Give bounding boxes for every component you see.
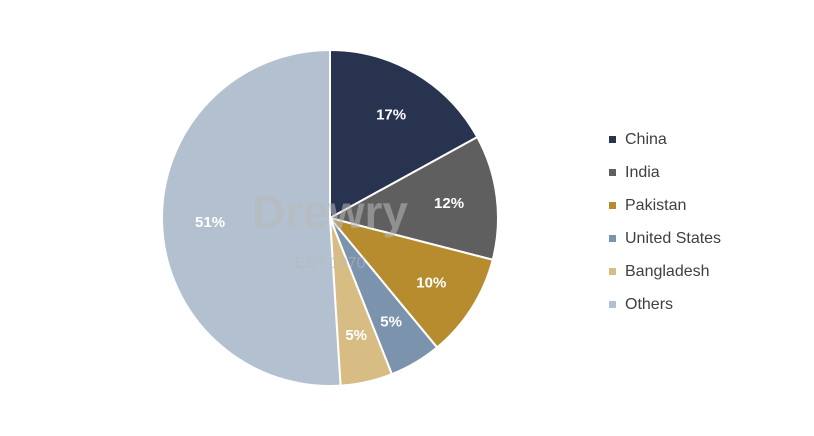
pie-slice-pakistan: [327, 216, 494, 349]
slice-label-others: 51%: [195, 214, 225, 231]
slice-label-india: 12%: [434, 195, 464, 212]
pie-slice-china: [329, 48, 479, 220]
legend-swatch: [609, 202, 616, 209]
legend-label: China: [625, 130, 667, 148]
legend: China India Pakistan United States Banglades…: [609, 123, 721, 321]
legend-item-india: India: [609, 156, 721, 189]
legend-item-bangladesh: Bangladesh: [609, 255, 721, 288]
legend-label: Pakistan: [625, 196, 687, 214]
slice-label-china: 17%: [376, 107, 406, 124]
slice-label-united-states: 5%: [380, 313, 402, 330]
legend-swatch: [609, 301, 616, 308]
legend-label: Others: [625, 295, 674, 313]
legend-item-china: China: [609, 123, 721, 156]
slice-label-bangladesh: 5%: [345, 327, 367, 344]
watermark-logo: Drewry EST 1970: [252, 186, 408, 272]
legend-label: United States: [625, 229, 722, 247]
legend-item-pakistan: Pakistan: [609, 189, 721, 222]
slice-labels: 17% 12% 10% 5% 5% 51%: [195, 107, 464, 344]
legend-item-united-states: United States: [609, 222, 721, 255]
legend-swatch: [609, 268, 616, 275]
legend-swatch: [609, 235, 616, 242]
pie-slice-others: [161, 48, 342, 387]
legend-swatch: [609, 169, 616, 176]
watermark-tagline: EST 1970: [295, 255, 366, 272]
watermark-brand: Drewry: [252, 186, 408, 238]
legend-item-others: Others: [609, 288, 721, 321]
legend-label: Bangladesh: [625, 262, 710, 280]
legend-swatch: [609, 136, 616, 143]
legend-label: India: [625, 163, 660, 181]
pie-slice-india: [327, 135, 499, 261]
slice-label-pakistan: 10%: [416, 274, 446, 291]
pie-slices: [161, 48, 499, 387]
